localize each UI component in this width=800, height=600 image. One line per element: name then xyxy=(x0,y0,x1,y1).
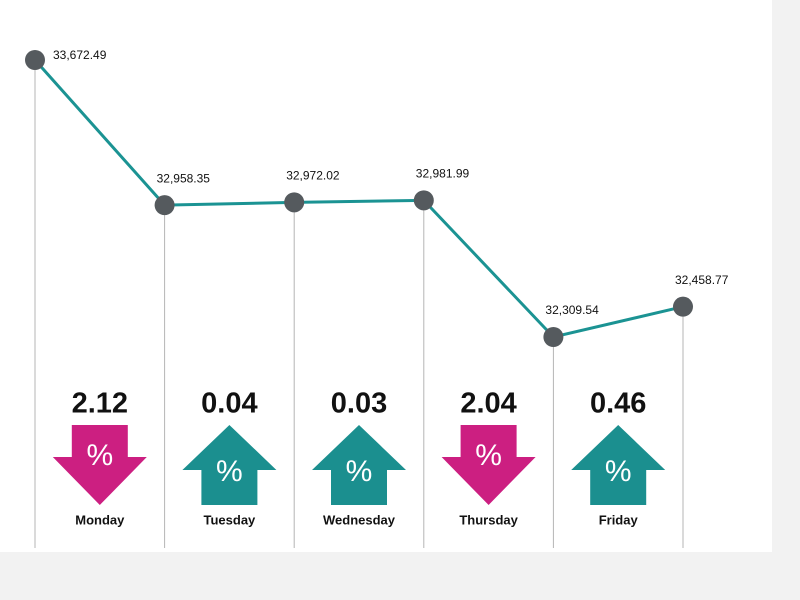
up-arrow xyxy=(182,425,277,505)
down-arrow xyxy=(441,425,536,505)
point xyxy=(25,50,45,70)
point xyxy=(543,327,564,347)
change-value: 2.12 xyxy=(72,388,128,420)
value-label: 32,458.77 xyxy=(675,273,729,287)
up-arrow xyxy=(312,425,406,505)
day-label: Thursday xyxy=(459,512,518,527)
point xyxy=(413,190,434,211)
point xyxy=(284,192,305,213)
percent-sign: % xyxy=(475,439,502,472)
change-value: 2.04 xyxy=(460,388,516,420)
day-label: Monday xyxy=(75,512,125,527)
day-label: Wednesday xyxy=(323,512,396,527)
percent-sign: % xyxy=(86,439,113,472)
change-value: 0.03 xyxy=(331,388,387,420)
percent-sign: % xyxy=(346,455,373,488)
change-value: 0.46 xyxy=(590,388,646,420)
day-label: Tuesday xyxy=(204,512,257,527)
value-label: 32,981.99 xyxy=(416,167,470,181)
point xyxy=(154,195,175,216)
value-label: 32,309.54 xyxy=(545,303,599,317)
value-label: 33,672.49 xyxy=(53,48,107,62)
value-label: 32,958.35 xyxy=(157,171,211,185)
change-value: 0.04 xyxy=(201,388,257,420)
down-arrow xyxy=(52,425,147,505)
index-line xyxy=(33,59,684,339)
percent-sign: % xyxy=(216,455,243,488)
value-label: 32,972.02 xyxy=(286,169,340,183)
up-arrow xyxy=(571,425,666,505)
day-label: Friday xyxy=(599,512,639,527)
point xyxy=(673,296,693,317)
percent-sign: % xyxy=(605,455,632,488)
